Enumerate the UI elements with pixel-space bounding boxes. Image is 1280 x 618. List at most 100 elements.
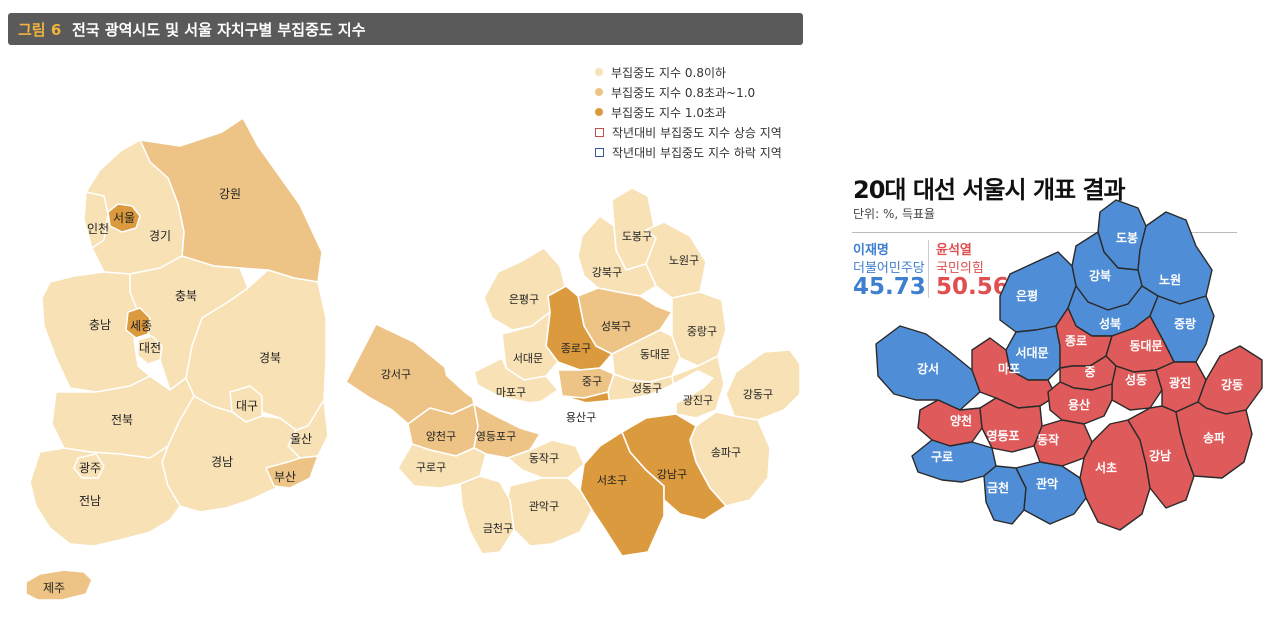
label-incheon: 인천 — [87, 221, 109, 236]
label-gangseo: 강서구 — [381, 368, 411, 381]
e-label-jungnang: 중랑 — [1174, 317, 1196, 331]
label-gyeongnam: 경남 — [211, 455, 233, 469]
label-yangcheon: 양천구 — [426, 429, 456, 443]
region-daejeon — [137, 335, 163, 365]
label-seodaemun: 서대문 — [513, 352, 543, 365]
e-district-songpa — [1175, 401, 1253, 479]
legend-swatch-mid — [595, 88, 603, 96]
label-gangnam: 강남구 — [657, 468, 687, 481]
region-busan — [265, 455, 319, 489]
label-daegu: 대구 — [236, 399, 258, 413]
label-seongdong: 성동구 — [632, 382, 662, 395]
label-jungnang: 중랑구 — [687, 325, 717, 338]
e-district-gangseo — [875, 325, 981, 411]
label-songpa: 송파구 — [711, 446, 741, 459]
e-label-jongno: 종로 — [1065, 334, 1087, 348]
label-gangwon: 강원 — [219, 187, 241, 201]
legend-label: 작년대비 부집중도 지수 상승 지역 — [612, 125, 782, 140]
label-chungnam: 충남 — [89, 318, 111, 332]
e-label-gangbuk: 강북 — [1089, 269, 1111, 283]
candidate-lee-party: 더불어민주당 — [853, 261, 925, 276]
region-jeju — [25, 569, 93, 601]
district-gangdong — [725, 349, 801, 421]
label-sejong: 세종 — [130, 319, 152, 333]
e-label-yongsan: 용산 — [1068, 397, 1090, 412]
district-gangbuk — [577, 215, 657, 297]
legend-swatch-low — [595, 68, 603, 76]
e-label-yangcheon: 양천 — [950, 413, 972, 428]
district-geumcheon — [459, 475, 515, 555]
e-label-seongdong: 성동 — [1125, 373, 1147, 387]
label-ulsan: 울산 — [290, 432, 312, 446]
legend-swatch-high — [595, 108, 603, 116]
e-label-dongjak: 동작 — [1037, 432, 1059, 447]
label-yongsan: 용산구 — [566, 411, 596, 424]
label-eunpyeong: 은평구 — [509, 293, 539, 306]
legend-swatch-rise — [595, 127, 604, 137]
label-dobong: 도봉구 — [622, 230, 652, 243]
e-label-seocho: 서초 — [1095, 460, 1117, 475]
label-gwangju: 광주 — [79, 461, 101, 475]
label-jeonbuk: 전북 — [111, 413, 133, 427]
election-title: 20대 대선 서울시 개표 결과 — [853, 176, 1126, 204]
region-sejong — [125, 307, 151, 339]
candidate-lee-pct: 45.73 — [853, 274, 926, 300]
label-seocho: 서초구 — [597, 474, 627, 487]
label-jongno: 종로구 — [561, 342, 591, 355]
figure-title: 전국 광역시도 및 서울 자치구별 부집중도 지수 — [72, 21, 366, 39]
label-mapo: 마포구 — [496, 386, 526, 399]
label-gangbuk: 강북구 — [592, 266, 622, 279]
e-label-songpa: 송파 — [1203, 430, 1225, 445]
region-gwangju — [73, 453, 105, 479]
candidate-yoon-pct: 50.56 — [936, 274, 1009, 300]
label-seoul: 서울 — [113, 211, 135, 225]
label-gyeongbuk: 경북 — [259, 351, 281, 365]
candidate-yoon-name: 윤석열 — [936, 243, 972, 258]
legend-item-mid: 부집중도 지수 0.8초과~1.0 — [595, 82, 782, 102]
korea-map: 강원 서울 인천 경기 충북 충남 세종 대전 경북 대구 전북 울산 경남 부… — [25, 117, 329, 601]
e-label-geumcheon: 금천 — [987, 480, 1009, 495]
e-label-eunpyeong: 은평 — [1016, 289, 1038, 303]
label-chungbuk: 충북 — [175, 289, 197, 303]
legend-item-fall: 작년대비 부집중도 지수 하락 지역 — [595, 142, 782, 162]
e-label-nowon: 노원 — [1159, 273, 1181, 287]
label-jung: 중구 — [582, 375, 602, 388]
label-dongjak: 동작구 — [529, 452, 559, 465]
e-label-gwangjin: 광진 — [1169, 375, 1191, 390]
label-gwanak: 관악구 — [529, 500, 559, 513]
label-busan: 부산 — [274, 470, 296, 484]
e-label-seongbuk: 성북 — [1099, 317, 1121, 331]
label-geumcheon: 금천구 — [483, 521, 513, 535]
legend-item-low: 부집중도 지수 0.8이하 — [595, 62, 782, 82]
region-chungnam — [41, 271, 151, 393]
label-gangdong: 강동구 — [743, 388, 773, 401]
label-jeju: 제주 — [43, 581, 65, 595]
label-gwangjin: 광진구 — [683, 394, 713, 407]
e-label-seodaemun: 서대문 — [1015, 345, 1048, 360]
map-legend: 부집중도 지수 0.8이하 부집중도 지수 0.8초과~1.0 부집중도 지수 … — [595, 62, 782, 162]
label-seongbuk: 성북구 — [601, 320, 631, 333]
e-label-dobong: 도봉 — [1116, 231, 1138, 245]
e-label-dongdaemun: 동대문 — [1129, 339, 1162, 353]
e-label-gangnam: 강남 — [1149, 448, 1171, 463]
legend-item-high: 부집중도 지수 1.0초과 — [595, 102, 782, 122]
e-label-gwanak: 관악 — [1036, 476, 1058, 491]
legend-label: 부집중도 지수 0.8이하 — [611, 65, 727, 80]
candidate-yoon-party: 국민의힘 — [936, 261, 984, 276]
district-guro — [397, 443, 487, 489]
han-river — [442, 358, 714, 434]
e-label-jung: 중 — [1084, 365, 1095, 379]
district-gangnam — [621, 413, 727, 521]
e-label-yeongdeungpo: 영등포 — [986, 428, 1019, 443]
figure-title-bar: 그림 6 전국 광역시도 및 서울 자치구별 부집중도 지수 — [8, 13, 803, 45]
region-gyeongbuk — [185, 269, 327, 431]
label-jeonnam: 전남 — [79, 494, 101, 508]
candidate-divider — [928, 240, 929, 298]
region-seoul — [107, 203, 141, 233]
e-district-yeongdeungpo — [979, 397, 1043, 453]
legend-label: 부집중도 지수 1.0초과 — [611, 105, 727, 120]
label-yeongdeungpo: 영등포구 — [476, 430, 516, 443]
label-nowon: 노원구 — [669, 254, 699, 267]
legend-label: 부집중도 지수 0.8초과~1.0 — [611, 85, 756, 100]
